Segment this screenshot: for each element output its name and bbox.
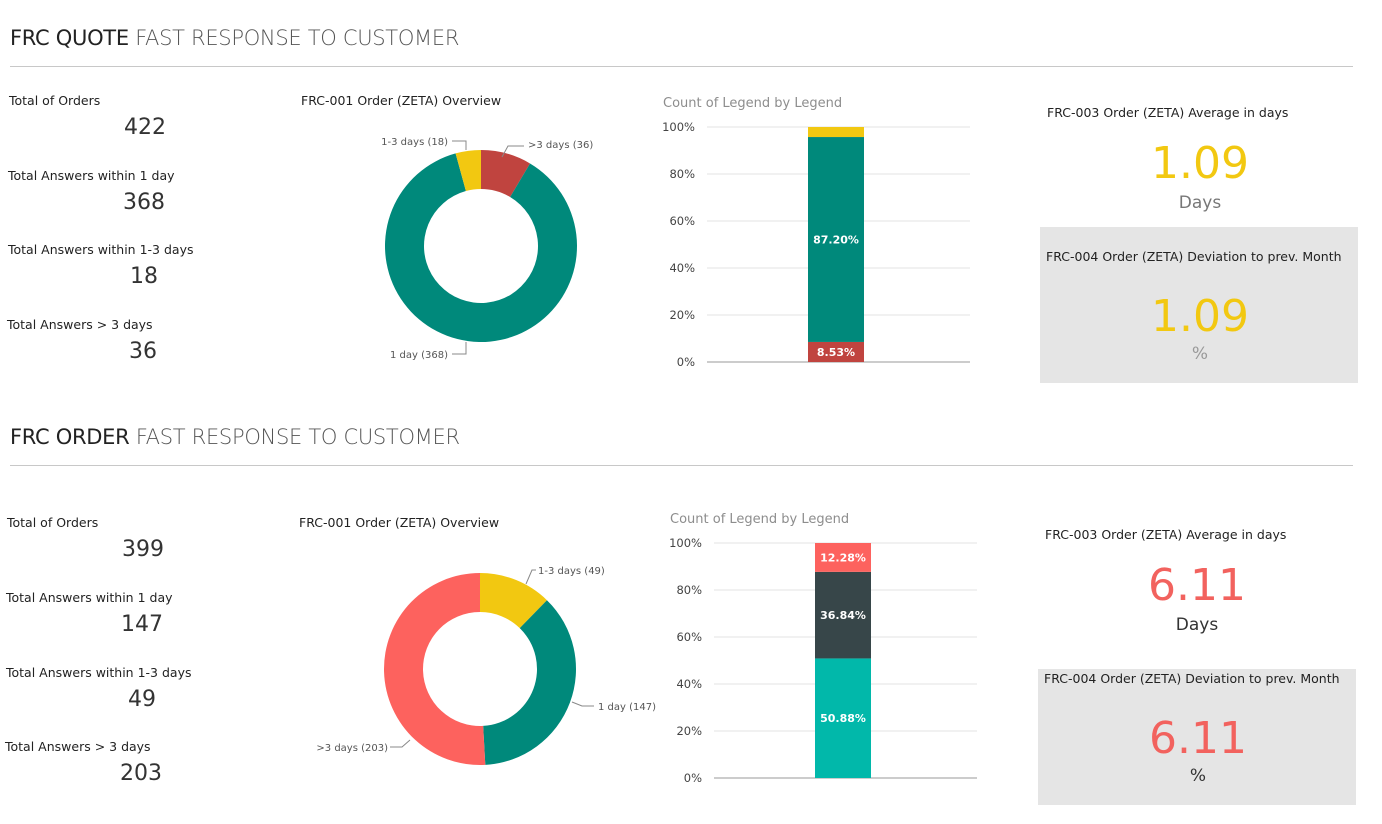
donut-slice-1-3-days [480,573,547,629]
y-tick-label: 100% [662,120,695,134]
donut-leader-line [525,569,536,585]
section-divider [10,465,1353,466]
donut-label-1-3-days: 1-3 days (18) [381,137,448,148]
frc-order-section: FRC ORDER FAST RESPONSE TO CUSTOMER Tota… [0,400,1382,812]
kpi-within-1-day-value: 368 [123,190,165,215]
kpi-within-1-3-days-label: Total Answers within 1-3 days [6,665,192,680]
donut-label-over-3-days: >3 days (36) [528,140,593,151]
y-tick-label: 80% [669,167,695,181]
avg-card-unit: Days [1178,193,1222,213]
y-tick-label: 80% [676,583,702,597]
kpi-over-3-days-label: Total Answers > 3 days [7,317,153,332]
donut-leader-line [501,145,524,158]
kpi-within-1-day-label: Total Answers within 1 day [8,168,175,183]
donut-label-1-day: 1 day (368) [390,350,448,361]
deviation-card-unit: % [1191,344,1209,364]
deviation-card-value: 1.09 [1151,291,1249,342]
section-title-rest: FAST RESPONSE TO CUSTOMER [135,425,460,449]
donut-slice->3-days [384,573,486,765]
donut-leader-line [571,701,594,707]
section-divider [10,66,1353,67]
bar-segment-0 [815,658,871,778]
kpi-total-orders-value: 422 [124,115,166,140]
kpi-total-orders-label: Total of Orders [7,515,99,530]
kpi-over-3-days-label: Total Answers > 3 days [5,739,151,754]
y-tick-label: 60% [676,630,702,644]
bar-segment-1 [808,137,864,342]
avg-card-value: 1.09 [1151,138,1249,189]
section-title-rest: FAST RESPONSE TO CUSTOMER [135,26,460,50]
deviation-card-value: 6.11 [1149,713,1247,764]
donut-chart[interactable]: 1-3 days (49) 1 day (147) >3 days (203) [310,550,670,790]
bar-chart-title: Count of Legend by Legend [670,512,850,527]
y-tick-label: 20% [676,724,702,738]
bar-segment-0 [808,341,864,362]
section-title-bold: FRC ORDER [10,425,130,449]
bar-segment-label: 87.20% [813,233,859,246]
kpi-within-1-day-value: 147 [121,612,163,637]
bar-segment-2 [815,543,871,572]
deviation-card-unit: % [1189,766,1207,786]
section-title: FRC ORDER FAST RESPONSE TO CUSTOMER [10,425,460,449]
y-tick-label: 0% [677,355,695,369]
kpi-within-1-3-days-value: 49 [128,687,156,712]
donut-chart-title: FRC-001 Order (ZETA) Overview [299,515,500,530]
donut-chart-title: FRC-001 Order (ZETA) Overview [301,93,502,108]
donut-slice-1-day [385,153,577,342]
y-tick-label: 0% [684,771,702,785]
bar-segment-label: 36.84% [820,609,866,622]
kpi-over-3-days-value: 36 [129,339,157,364]
kpi-within-1-3-days-label: Total Answers within 1-3 days [8,242,194,257]
kpi-total-orders-label: Total of Orders [9,93,101,108]
bar-segment-label: 50.88% [820,712,866,725]
deviation-card-title: FRC-004 Order (ZETA) Deviation to prev. … [1046,249,1342,264]
donut-label-over-3-days: >3 days (203) [316,743,388,754]
avg-card-unit: Days [1175,615,1219,635]
bar-segment-label: 12.28% [820,551,866,564]
donut-slice-1-day [483,600,576,765]
kpi-within-1-day-label: Total Answers within 1 day [6,590,173,605]
donut-leader-line [452,140,467,150]
donut-leader-line [390,739,411,748]
donut-leader-line [452,342,467,355]
y-tick-label: 100% [669,536,702,550]
deviation-card: FRC-004 Order (ZETA) Deviation to prev. … [1038,669,1356,805]
avg-card-title: FRC-003 Order (ZETA) Average in days [1045,527,1287,542]
bar-chart-title: Count of Legend by Legend [663,96,843,111]
y-tick-label: 40% [676,677,702,691]
section-title: FRC QUOTE FAST RESPONSE TO CUSTOMER [10,26,459,50]
kpi-total-orders-value: 399 [122,537,164,562]
bar-segment-1 [815,571,871,659]
frc-quote-section: FRC QUOTE FAST RESPONSE TO CUSTOMER Tota… [7,26,1358,383]
kpi-within-1-3-days-value: 18 [130,264,158,289]
avg-card-title: FRC-003 Order (ZETA) Average in days [1047,105,1289,120]
avg-card-value: 6.11 [1148,560,1246,611]
donut-slice-1-3-days [455,150,481,192]
bar-segment-2 [808,127,864,138]
y-tick-label: 20% [669,308,695,322]
kpi-over-3-days-value: 203 [120,761,162,786]
y-tick-label: 60% [669,214,695,228]
section-title-bold: FRC QUOTE [10,26,129,50]
donut-label-1-day: 1 day (147) [598,702,656,713]
donut-slice-over-3-days [481,150,531,197]
deviation-card-title: FRC-004 Order (ZETA) Deviation to prev. … [1044,671,1340,686]
stacked-bar-chart[interactable]: 0% 20% 40% 60% 80% 100% 8.53% 87.20% [655,115,985,375]
stacked-bar-chart[interactable]: 0% 20% 40% 60% 80% 100% 50.88% 36.84% 12.28% [662,531,992,791]
bar-segment-label: 8.53% [817,346,855,359]
donut-label-1-3-days: 1-3 days (49) [538,566,605,577]
donut-chart[interactable]: >3 days (36) 1-3 days (18) 1 day (368) [330,110,630,380]
y-tick-label: 40% [669,261,695,275]
deviation-card: FRC-004 Order (ZETA) Deviation to prev. … [1040,227,1358,383]
